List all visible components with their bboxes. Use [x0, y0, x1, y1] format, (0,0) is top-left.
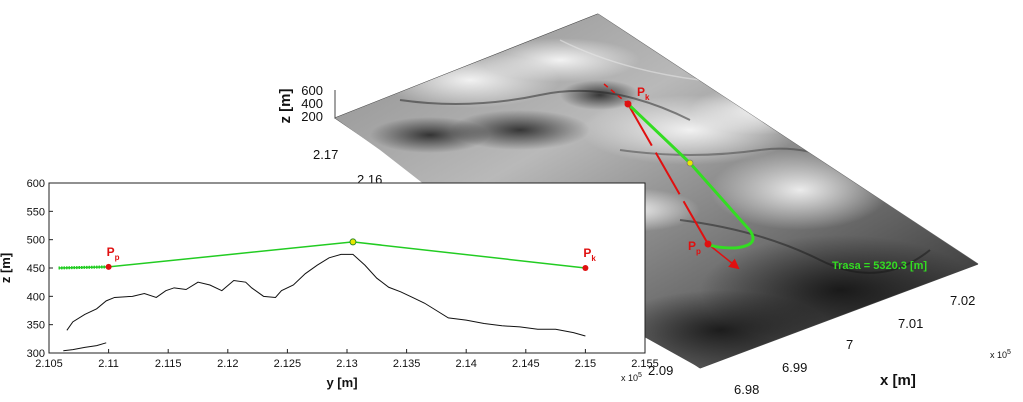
route-length-label: Trasa = 5320.3 [m] — [832, 260, 927, 272]
x-exponent-2d: x 105 — [621, 372, 642, 383]
label-pp-3d: Pp — [688, 239, 701, 256]
direction-arrow — [707, 243, 740, 270]
label-pk-3d: Pk — [637, 85, 650, 102]
x-tick-label-2d: 2.115 — [155, 358, 182, 370]
z-axis-label-2d: z [m] — [0, 253, 13, 283]
x-tick-label-2d: 2.13 — [336, 358, 357, 370]
x-tick-label-2d: 2.145 — [512, 358, 540, 370]
x-tick-3d: 7.02 — [950, 293, 975, 308]
point-pk-3d — [624, 100, 632, 108]
x-tick-3d: 6.98 — [734, 382, 759, 397]
route-midpoint-3d — [686, 159, 694, 167]
label-pk-2d: Pk — [583, 246, 596, 263]
x-tick-label-2d: 2.15 — [575, 358, 596, 370]
y-tick-label-2d: 400 — [27, 291, 45, 303]
z-axis-label-3d: z [m] — [277, 89, 294, 124]
z-tick-3d: 400 — [301, 96, 323, 111]
z-tick-3d: 600 — [301, 83, 323, 98]
point-pk-2d — [582, 265, 589, 271]
x-tick-label-2d: 2.12 — [217, 358, 238, 370]
point-pp-2d — [105, 263, 112, 270]
terrain-profile-line — [63, 342, 107, 352]
route-midpoint-2d — [349, 238, 357, 246]
point-pp-3d — [704, 240, 712, 248]
profile-2d-plot: Pp Pk 2.105 2.11 2.115 2.12 2.125 2.13 2.135 2.1… — [0, 178, 659, 390]
x-tick-3d: 7.01 — [898, 316, 923, 331]
label-pp-2d: Pp — [107, 245, 120, 262]
x-tick-label-2d: 2.155 — [631, 358, 659, 370]
z-tick-3d: 200 — [301, 109, 323, 124]
x-tick-label-2d: 2.125 — [274, 358, 302, 370]
terrain-profile-line — [66, 253, 586, 337]
route-3d — [626, 102, 755, 250]
x-tick-label-2d: 2.11 — [98, 358, 119, 370]
y-tick-3d: 2.17 — [313, 147, 338, 162]
x-tick-3d: 6.99 — [782, 360, 807, 375]
route-start-segment — [58, 265, 109, 270]
x-tick-3d: 7 — [846, 337, 853, 352]
profile-ticks: 2.105 2.11 2.115 2.12 2.125 2.13 2.135 2.14 2.14… — [27, 178, 659, 370]
y-tick-label-2d: 600 — [27, 178, 45, 190]
x-axis-label-3d: x [m] — [880, 372, 916, 389]
y-tick-label-2d: 300 — [27, 348, 45, 360]
y-axis-label-2d: y [m] — [326, 375, 357, 390]
x-tick-label-2d: 2.135 — [393, 358, 421, 370]
y-tick-label-2d: 550 — [27, 206, 45, 218]
x-tick-label-2d: 2.14 — [455, 358, 476, 370]
direction-line — [627, 103, 709, 245]
y-tick-3d: 2.09 — [648, 363, 673, 378]
y-tick-label-2d: 500 — [27, 235, 45, 247]
x-tick-label-2d: 2.105 — [35, 358, 63, 370]
profile-axes-box — [48, 182, 646, 354]
y-tick-label-2d: 350 — [27, 320, 45, 332]
x-exponent-3d: x 105 — [990, 349, 1011, 360]
profile-marks: Pp Pk — [58, 238, 596, 352]
y-tick-label-2d: 450 — [27, 263, 45, 275]
